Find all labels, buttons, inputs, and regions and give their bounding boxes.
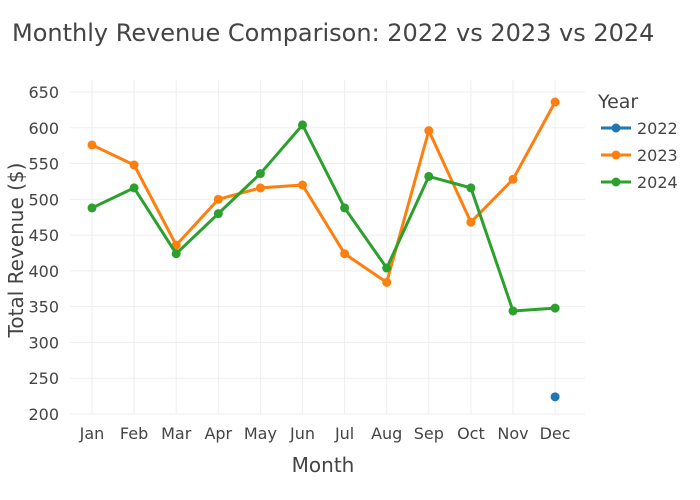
y-tick-label: 650 <box>28 83 59 102</box>
data-point[interactable] <box>171 249 181 259</box>
data-point[interactable] <box>298 180 307 190</box>
data-point[interactable] <box>87 140 97 150</box>
series-2022 <box>550 392 560 402</box>
data-point[interactable] <box>424 126 434 136</box>
data-point[interactable] <box>255 183 265 193</box>
data-point[interactable] <box>87 203 97 213</box>
series-2024 <box>87 120 560 316</box>
series-2023 <box>87 97 560 287</box>
data-point[interactable] <box>129 160 139 170</box>
legend-label: 2024 <box>637 173 678 192</box>
data-point[interactable] <box>550 97 560 107</box>
legend-item-2024[interactable]: 2024 <box>601 173 678 192</box>
gridlines <box>70 80 585 415</box>
y-tick-label: 350 <box>28 298 59 317</box>
legend-label: 2023 <box>637 146 678 165</box>
x-tick-label: Feb <box>120 424 148 443</box>
y-tick-label: 600 <box>28 119 59 138</box>
x-tick-label: Dec <box>540 424 571 443</box>
data-point[interactable] <box>382 277 392 287</box>
y-tick-label: 200 <box>28 405 59 424</box>
data-point[interactable] <box>508 174 518 184</box>
x-tick-label: Mar <box>161 424 192 443</box>
y-axis-ticks: 200 250 300 350 400 450 500 550 600 650 <box>28 83 59 424</box>
data-point[interactable] <box>171 240 181 250</box>
x-tick-label: Jan <box>79 424 105 443</box>
data-point[interactable] <box>213 194 223 204</box>
x-tick-label: Jun <box>289 424 315 443</box>
chart-title: Monthly Revenue Comparison: 2022 vs 2023… <box>12 19 654 47</box>
data-point[interactable] <box>213 209 223 219</box>
x-tick-label: Apr <box>204 424 232 443</box>
legend[interactable]: Year 2022 2023 2024 <box>597 91 678 192</box>
legend-label: 2022 <box>637 119 678 138</box>
x-tick-label: Nov <box>497 424 528 443</box>
legend-item-2023[interactable]: 2023 <box>601 146 678 165</box>
series-group <box>87 97 560 402</box>
y-tick-label: 300 <box>28 333 59 352</box>
data-point[interactable] <box>382 263 392 273</box>
data-point[interactable] <box>550 303 560 313</box>
x-tick-label: Jul <box>334 424 354 443</box>
y-tick-label: 250 <box>28 369 59 388</box>
legend-title: Year <box>597 91 638 113</box>
data-point[interactable] <box>129 183 139 193</box>
legend-swatch-marker <box>611 123 621 133</box>
x-axis-title: Month <box>292 453 355 477</box>
x-tick-label: Aug <box>371 424 402 443</box>
data-point[interactable] <box>340 203 350 213</box>
legend-item-2022[interactable]: 2022 <box>601 119 678 138</box>
x-axis-ticks: Jan Feb Mar Apr May Jun Jul Aug Sep Oct Nov Dec <box>79 424 571 443</box>
data-point[interactable] <box>340 249 350 259</box>
y-axis-title: Total Revenue ($) <box>4 163 28 339</box>
data-point[interactable] <box>466 183 476 193</box>
x-tick-label: Sep <box>414 424 444 443</box>
data-point[interactable] <box>466 217 476 227</box>
y-tick-label: 400 <box>28 262 59 281</box>
series-line-2023 <box>91 101 557 284</box>
legend-swatch-marker <box>611 177 621 187</box>
legend-swatch-marker <box>611 150 621 160</box>
data-point[interactable] <box>255 169 265 179</box>
series-line-2024 <box>91 123 556 313</box>
y-tick-label: 450 <box>28 226 59 245</box>
x-tick-label: Oct <box>457 424 485 443</box>
data-point[interactable] <box>424 171 434 181</box>
data-point[interactable] <box>550 392 560 402</box>
y-tick-label: 500 <box>28 190 59 209</box>
x-tick-label: May <box>244 424 277 443</box>
data-point[interactable] <box>508 306 518 316</box>
data-point[interactable] <box>298 120 307 130</box>
y-tick-label: 550 <box>28 155 59 174</box>
